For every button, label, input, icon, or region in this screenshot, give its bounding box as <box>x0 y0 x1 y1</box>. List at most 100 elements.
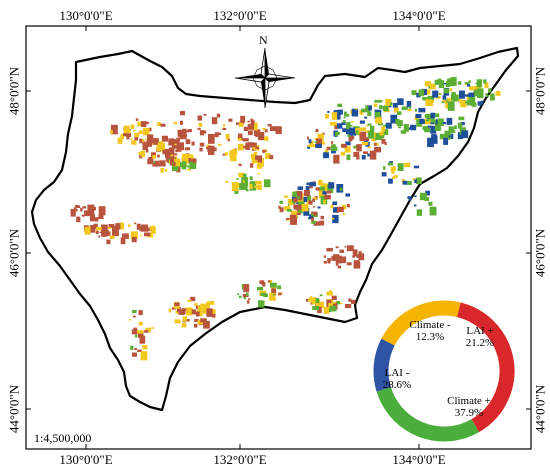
land-patch <box>126 136 130 140</box>
land-patch <box>136 223 141 230</box>
land-patch <box>392 176 395 179</box>
land-patch <box>199 147 203 152</box>
land-patch <box>194 323 198 328</box>
land-patch <box>431 122 434 125</box>
tick-right-44n: 44°0'0"N <box>532 384 548 434</box>
land-patch <box>388 105 392 108</box>
land-patch <box>448 135 451 138</box>
land-patch <box>289 200 296 205</box>
land-patch <box>326 146 331 151</box>
land-patch <box>123 133 127 137</box>
land-patch <box>290 216 297 224</box>
land-patch <box>315 143 322 148</box>
land-patch <box>359 110 364 115</box>
land-patch <box>172 162 179 172</box>
slice-label-climate-minus: Climate - 12.3% <box>398 319 462 343</box>
land-patch <box>485 93 488 95</box>
land-patch <box>95 230 99 234</box>
land-patch <box>414 195 417 197</box>
land-patch <box>432 113 440 118</box>
land-patch <box>131 140 137 145</box>
north-label: N <box>259 33 268 47</box>
slice-label-climate-plus: Climate + 37.9% <box>432 395 506 419</box>
land-patch <box>416 92 421 98</box>
land-patch <box>468 92 475 97</box>
land-patch <box>242 180 245 183</box>
land-patch <box>203 320 210 329</box>
land-patch <box>308 217 312 220</box>
land-patch <box>309 214 314 220</box>
tick-top-130e: 130°0'0"E <box>59 8 113 23</box>
land-patch <box>331 302 336 304</box>
land-patch <box>256 184 262 190</box>
land-patch <box>222 127 227 131</box>
land-patch <box>130 233 134 236</box>
land-patch <box>424 127 431 133</box>
land-patch <box>236 178 239 180</box>
land-patch <box>295 211 298 214</box>
land-patch <box>305 186 310 191</box>
land-patch <box>118 222 124 230</box>
land-patch <box>331 149 336 154</box>
land-patch <box>359 131 367 141</box>
land-patch <box>272 294 276 296</box>
land-patch <box>237 293 240 296</box>
land-patch <box>341 122 346 125</box>
land-patch <box>142 345 148 350</box>
land-patch <box>477 101 483 106</box>
land-patch <box>142 142 148 150</box>
land-patch <box>254 185 258 188</box>
land-patch <box>214 132 219 138</box>
land-patch <box>311 220 316 224</box>
land-patch <box>333 154 340 164</box>
land-patch <box>229 153 237 162</box>
land-patch <box>191 141 195 146</box>
slice-percent: 28.6% <box>382 378 412 391</box>
land-patch <box>168 147 175 155</box>
land-patch <box>178 309 185 315</box>
land-patch <box>445 103 451 109</box>
land-patch <box>335 262 339 266</box>
land-patch <box>151 227 156 234</box>
land-patch <box>182 155 186 160</box>
land-patch <box>407 180 412 185</box>
land-patch <box>415 113 422 119</box>
land-patch <box>134 135 139 141</box>
land-patch <box>269 292 276 301</box>
land-patch <box>442 122 447 125</box>
land-patch <box>458 81 462 85</box>
land-patch <box>397 163 404 171</box>
land-patch <box>140 351 148 361</box>
land-patch <box>182 311 186 315</box>
land-patch <box>315 128 319 133</box>
land-patch <box>120 237 126 245</box>
land-patch <box>250 163 254 168</box>
land-patch <box>413 165 420 169</box>
land-patch <box>419 195 425 201</box>
land-patch <box>176 148 182 152</box>
tick-top-132e: 132°0'0"E <box>213 8 267 23</box>
slice-name: Climate - <box>409 319 451 331</box>
land-patch <box>327 184 334 193</box>
land-patch <box>319 220 325 226</box>
land-patch <box>424 81 431 87</box>
land-patch <box>434 79 441 84</box>
land-patch <box>254 145 257 149</box>
land-patch <box>257 173 260 175</box>
land-patch <box>251 158 256 164</box>
land-patch <box>351 108 359 117</box>
land-patch <box>293 206 298 210</box>
land-patch <box>396 120 403 127</box>
land-patch <box>194 319 199 322</box>
land-patch <box>425 99 432 106</box>
land-patch <box>336 184 344 193</box>
land-patch <box>343 117 346 119</box>
land-patch <box>315 187 322 191</box>
land-patch <box>443 137 448 145</box>
land-patch <box>458 99 463 103</box>
land-patch <box>410 124 417 131</box>
land-patch <box>296 212 301 216</box>
land-patch <box>402 180 408 185</box>
land-patch <box>98 235 101 238</box>
land-patch <box>328 182 335 189</box>
